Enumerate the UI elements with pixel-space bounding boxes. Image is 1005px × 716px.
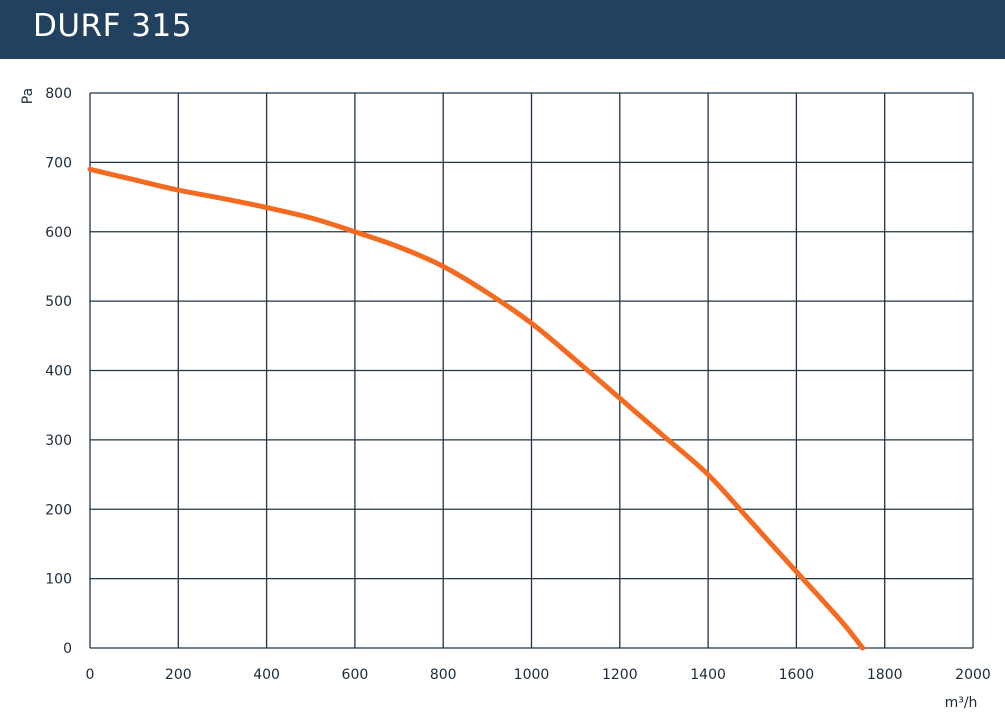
y-axis-label: Pa (20, 88, 36, 104)
x-tick-label: 800 (430, 667, 457, 683)
x-tick-label: 1000 (514, 667, 550, 683)
y-axis-ticks: 0 100 200 300 400 500 600 700 800 (45, 86, 72, 657)
x-tick-label: 1200 (602, 667, 638, 683)
y-tick-label: 100 (45, 572, 72, 588)
title-bar: DURF 315 (0, 0, 1005, 59)
x-tick-label: 200 (165, 667, 192, 683)
chart-title: DURF 315 (33, 8, 192, 44)
series-line (87, 166, 866, 651)
x-tick-label: 2000 (955, 667, 991, 683)
y-tick-label: 600 (45, 225, 72, 241)
x-axis-ticks: 0 200 400 600 800 1000 1200 1400 1600 1800 2000 (86, 667, 991, 683)
x-tick-label: 600 (342, 667, 369, 683)
x-tick-label: 0 (86, 667, 95, 683)
x-tick-label: 1600 (779, 667, 815, 683)
y-tick-label: 400 (45, 364, 72, 380)
y-tick-label: 500 (45, 294, 72, 310)
chart-grid (89, 92, 974, 649)
x-tick-label: 1800 (867, 667, 903, 683)
y-tick-label: 0 (63, 641, 72, 657)
y-tick-label: 200 (45, 502, 72, 518)
x-tick-label: 1400 (690, 667, 726, 683)
y-tick-label: 300 (45, 433, 72, 449)
y-tick-label: 800 (45, 86, 72, 102)
series-group (87, 166, 866, 651)
x-axis-label: m³/h (945, 695, 978, 711)
x-tick-label: 400 (253, 667, 280, 683)
y-tick-label: 700 (45, 155, 72, 171)
